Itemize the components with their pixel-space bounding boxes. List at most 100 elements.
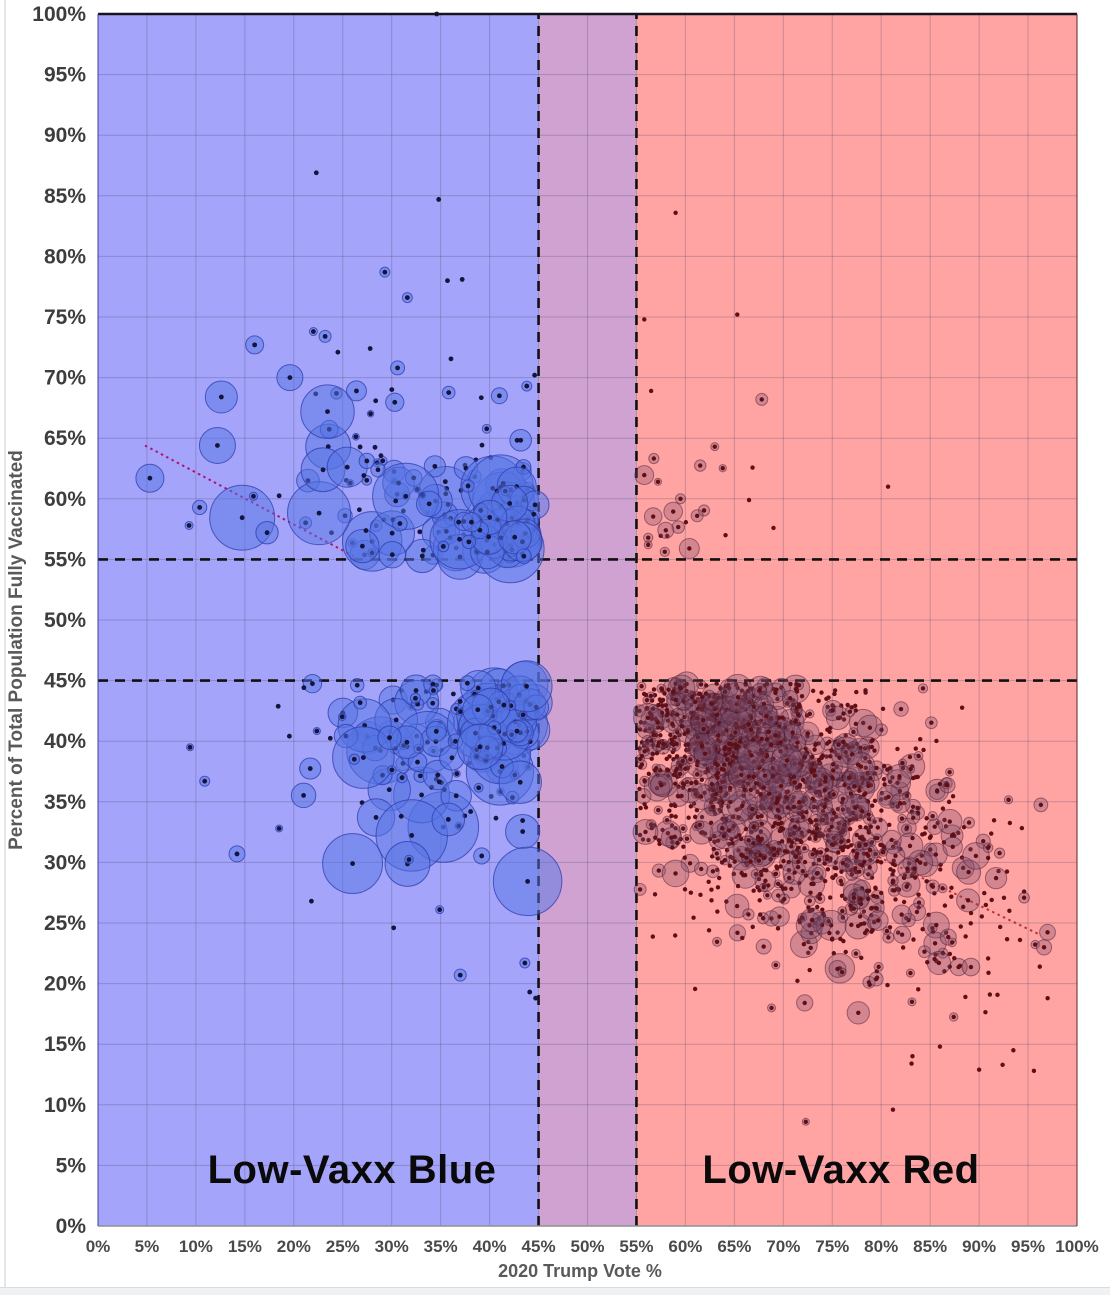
data-point-dot xyxy=(963,934,968,939)
data-point-dot xyxy=(683,520,689,525)
data-point-dot xyxy=(459,277,465,282)
data-point-dot xyxy=(849,705,854,710)
data-point-dot xyxy=(925,960,930,965)
data-point-dot xyxy=(761,785,767,790)
data-point-dot xyxy=(252,342,258,348)
data-point-dot xyxy=(813,836,818,841)
data-point-dot xyxy=(818,850,824,855)
data-point-dot xyxy=(1037,964,1042,969)
data-point-dot xyxy=(741,717,747,722)
data-point-dot xyxy=(706,928,712,933)
data-point-dot xyxy=(934,922,939,928)
data-point-dot xyxy=(885,484,891,489)
data-point-dot xyxy=(389,767,395,773)
data-point-dot xyxy=(759,736,764,742)
data-point-dot xyxy=(839,969,845,975)
data-point-dot xyxy=(855,762,861,767)
data-point-dot xyxy=(949,885,954,890)
data-point-dot xyxy=(947,951,953,957)
data-point-dot xyxy=(777,914,782,919)
data-point-dot xyxy=(913,746,918,751)
data-point-dot xyxy=(665,718,671,723)
x-tick-label: 15% xyxy=(228,1237,262,1256)
x-tick-label: 95% xyxy=(1011,1237,1045,1256)
data-point-dot xyxy=(810,796,815,801)
data-point-dot xyxy=(824,696,829,702)
y-tick-label: 10% xyxy=(44,1094,86,1117)
region-label-low-vaxx-red: Low-Vaxx Red xyxy=(702,1148,979,1192)
data-point-dot xyxy=(760,916,766,921)
data-point-dot xyxy=(643,805,649,810)
data-point-dot xyxy=(868,824,873,829)
data-point-dot xyxy=(714,851,719,856)
data-point-dot xyxy=(639,753,645,759)
data-point-dot xyxy=(733,730,738,735)
data-point-dot xyxy=(399,775,405,781)
data-point-dot xyxy=(841,711,846,716)
data-point-dot xyxy=(840,915,846,920)
data-point-dot xyxy=(657,841,662,847)
data-point-dot xyxy=(709,898,714,903)
data-point-dot xyxy=(858,896,864,902)
data-point-dot xyxy=(440,544,446,549)
data-point-dot xyxy=(642,778,647,783)
data-point-dot xyxy=(796,859,801,864)
data-point-dot xyxy=(853,805,858,810)
data-point-dot xyxy=(914,858,920,863)
x-tick-label: 60% xyxy=(668,1237,702,1256)
data-point-dot xyxy=(718,785,723,791)
data-point-dot xyxy=(430,700,436,706)
data-point-dot xyxy=(357,700,363,706)
data-point-dot xyxy=(897,774,902,779)
data-point-dot xyxy=(667,808,672,813)
data-point-dot xyxy=(757,898,762,903)
data-point-dot xyxy=(796,845,801,850)
y-tick-label: 75% xyxy=(44,306,86,329)
data-point-dot xyxy=(884,928,890,934)
data-point-dot xyxy=(863,690,868,695)
data-point-dot xyxy=(688,757,693,762)
data-point-dot xyxy=(803,1119,809,1124)
data-point-dot xyxy=(695,759,700,764)
data-point-dot xyxy=(651,732,656,738)
data-point-dot xyxy=(517,779,523,785)
data-point-dot xyxy=(643,692,649,698)
data-point-dot xyxy=(1000,1062,1005,1068)
data-point-dot xyxy=(368,411,373,417)
data-point-dot xyxy=(873,885,878,890)
data-point-dot xyxy=(822,861,827,866)
data-point-dot xyxy=(708,820,714,826)
data-point-dot xyxy=(520,712,526,718)
data-point-dot xyxy=(929,883,934,888)
data-point-dot xyxy=(367,346,373,351)
data-point-dot xyxy=(479,442,485,448)
data-point-dot xyxy=(898,706,904,712)
data-point-dot xyxy=(932,941,938,946)
data-point-dot xyxy=(675,793,681,799)
data-point-dot xyxy=(830,936,835,941)
data-point-dot xyxy=(676,524,681,530)
data-point-dot xyxy=(714,681,719,686)
data-point-dot xyxy=(813,742,819,747)
data-point-dot xyxy=(800,777,806,782)
data-point-dot xyxy=(692,699,698,705)
data-point-dot xyxy=(680,758,685,764)
data-point-dot xyxy=(888,867,893,872)
x-axis-title: 2020 Trump Vote % xyxy=(498,1261,662,1281)
data-point-dot xyxy=(983,1009,988,1015)
data-point-dot xyxy=(354,682,360,688)
data-point-dot xyxy=(836,742,841,747)
data-point-dot xyxy=(878,860,884,865)
data-point-dot xyxy=(740,935,745,941)
data-point-dot xyxy=(867,865,872,870)
data-point-dot xyxy=(739,688,745,693)
data-point-dot xyxy=(1004,936,1010,942)
data-point-dot xyxy=(650,706,656,711)
data-point-dot xyxy=(815,904,820,910)
data-point-dot xyxy=(645,542,651,548)
data-point-dot xyxy=(656,868,662,873)
data-point-dot xyxy=(325,409,330,415)
data-point-dot xyxy=(788,681,793,687)
x-tick-label: 30% xyxy=(375,1237,409,1256)
data-point-dot xyxy=(782,849,788,854)
